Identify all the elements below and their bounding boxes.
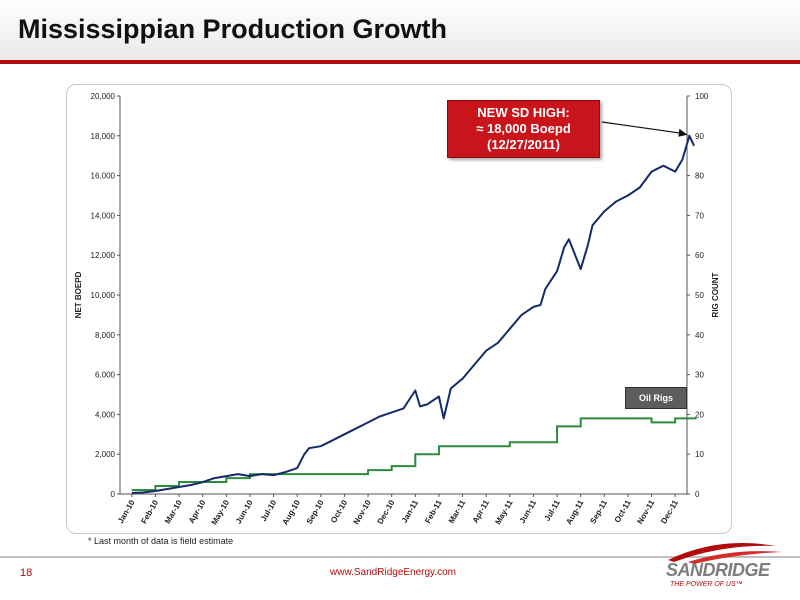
website-link[interactable]: www.SandRidgeEnergy.com bbox=[330, 567, 456, 578]
y-axis-title: NET BOEPD bbox=[74, 271, 83, 318]
y2-tick-label: 80 bbox=[695, 172, 704, 181]
x-tick-label: Apr-10 bbox=[187, 498, 208, 525]
new-high-callout: NEW SD HIGH: ≈ 18,000 Boepd (12/27/2011) bbox=[447, 100, 600, 158]
y-tick-label: 8,000 bbox=[95, 331, 116, 340]
x-tick-label: Jan-11 bbox=[400, 498, 421, 525]
x-tick-label: Jul-10 bbox=[259, 498, 279, 523]
y2-tick-label: 60 bbox=[695, 251, 704, 260]
y2-tick-label: 40 bbox=[695, 331, 704, 340]
y-tick-label: 16,000 bbox=[91, 172, 116, 181]
legend-oil-rigs: Oil Rigs bbox=[625, 387, 687, 409]
footnote: * Last month of data is field estimate bbox=[88, 536, 234, 546]
x-tick-label: Apr-11 bbox=[471, 498, 492, 525]
x-tick-label: Mar-10 bbox=[163, 498, 184, 525]
x-tick-label: Jun-11 bbox=[518, 498, 539, 525]
y2-tick-label: 50 bbox=[695, 291, 704, 300]
y-tick-label: 12,000 bbox=[91, 251, 116, 260]
x-tick-label: May-11 bbox=[493, 498, 514, 526]
y2-axis-title: RIG COUNT bbox=[711, 272, 720, 317]
slide-title: Mississippian Production Growth bbox=[18, 14, 448, 44]
page-number: 18 bbox=[20, 567, 33, 579]
callout-arrow-line bbox=[601, 121, 686, 135]
logo-swoosh-icon bbox=[668, 543, 782, 564]
x-tick-label: Aug-10 bbox=[281, 498, 303, 526]
y-tick-label: 18,000 bbox=[91, 132, 116, 141]
slide-header: Mississippian Production Growth bbox=[0, 0, 800, 60]
y2-tick-label: 90 bbox=[695, 132, 704, 141]
x-tick-label: Sep-10 bbox=[305, 498, 326, 526]
series-line-oil-rigs bbox=[131, 417, 697, 492]
y2-tick-label: 100 bbox=[695, 92, 709, 101]
y-tick-label: 20,000 bbox=[91, 92, 116, 101]
callout-arrow-head bbox=[678, 128, 688, 137]
logo-wordmark: SANDRIDGE bbox=[666, 560, 770, 580]
y2-tick-label: 0 bbox=[695, 490, 700, 499]
y-tick-label: 6,000 bbox=[95, 371, 116, 380]
y-tick-label: 10,000 bbox=[91, 291, 116, 300]
x-tick-label: Jun-10 bbox=[234, 498, 255, 525]
x-tick-label: Feb-10 bbox=[139, 498, 160, 525]
y2-tick-label: 70 bbox=[695, 211, 704, 220]
callout-line-3: (12/27/2011) bbox=[486, 137, 560, 152]
y-tick-label: 14,000 bbox=[91, 211, 116, 220]
chart-frame: 0 2,000 4,000 6,000 8,000 10,000 12,000 14,000 1… bbox=[66, 84, 732, 534]
sandridge-logo: SANDRIDGE THE POWER OF US™ bbox=[648, 540, 788, 596]
y-tick-label: 0 bbox=[111, 490, 116, 499]
production-chart: 0 2,000 4,000 6,000 8,000 10,000 12,000 14,000 1… bbox=[74, 92, 720, 526]
x-tick-label: May-10 bbox=[210, 498, 232, 526]
x-tick-label: Oct-10 bbox=[329, 498, 350, 525]
x-tick-label: Jul-11 bbox=[543, 498, 562, 523]
x-tick-label: Dec-11 bbox=[659, 498, 680, 525]
logo-tagline: THE POWER OF US™ bbox=[670, 581, 743, 588]
x-tick-label: Oct-11 bbox=[613, 498, 633, 524]
y-tick-label: 4,000 bbox=[95, 410, 116, 419]
x-tick-label: Aug-11 bbox=[564, 498, 585, 526]
x-tick-label: Sep-11 bbox=[588, 498, 609, 525]
x-tick-label: Jan-10 bbox=[116, 498, 137, 525]
y-tick-label: 2,000 bbox=[95, 450, 116, 459]
callout-line-2: ≈ 18,000 Boepd bbox=[476, 121, 571, 136]
x-tick-label: Nov-11 bbox=[635, 498, 656, 526]
header-divider bbox=[0, 60, 800, 64]
x-tick-label: Nov-10 bbox=[352, 498, 373, 526]
callout-line-1: NEW SD HIGH: bbox=[477, 105, 570, 120]
footer-divider bbox=[0, 556, 800, 558]
y2-tick-label: 30 bbox=[695, 371, 704, 380]
y2-tick-label: 20 bbox=[695, 410, 704, 419]
x-tick-label: Feb-11 bbox=[423, 498, 444, 525]
x-tick-label: Dec-10 bbox=[376, 498, 397, 526]
x-tick-label: Mar-11 bbox=[447, 498, 468, 525]
y2-tick-label: 10 bbox=[695, 450, 704, 459]
series-line-net-boepd bbox=[131, 134, 696, 494]
